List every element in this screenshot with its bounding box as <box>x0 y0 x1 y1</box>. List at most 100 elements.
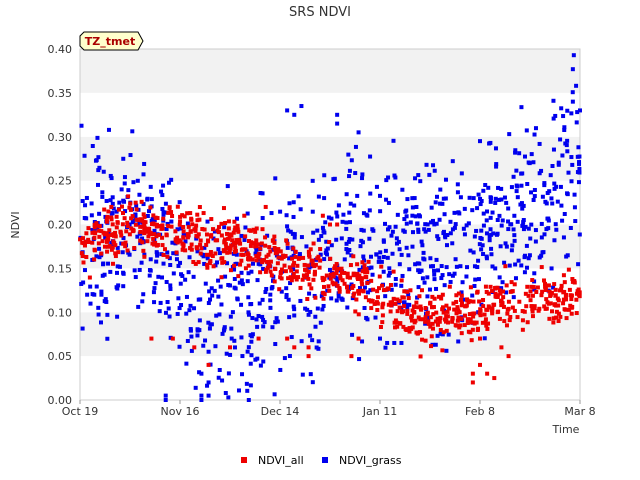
point-ndvi-all <box>438 316 443 321</box>
point-ndvi-grass <box>528 236 533 241</box>
point-ndvi-grass <box>402 217 407 222</box>
point-ndvi-grass <box>307 291 312 296</box>
point-ndvi-all <box>303 267 308 272</box>
point-ndvi-grass <box>474 228 479 233</box>
point-ndvi-all <box>552 282 557 287</box>
y-tick-label: 0.20 <box>48 219 73 232</box>
point-ndvi-all <box>269 273 274 278</box>
point-ndvi-all <box>235 227 240 232</box>
point-ndvi-all <box>288 275 293 280</box>
point-ndvi-all <box>439 296 444 301</box>
point-ndvi-grass <box>322 196 327 201</box>
point-ndvi-grass <box>194 236 199 241</box>
point-ndvi-all <box>194 246 199 251</box>
point-ndvi-grass <box>239 233 244 238</box>
point-ndvi-all <box>562 289 567 294</box>
point-ndvi-all <box>483 284 488 289</box>
point-ndvi-all <box>377 274 382 279</box>
point-ndvi-grass <box>179 303 184 308</box>
point-ndvi-grass <box>443 196 448 201</box>
point-ndvi-all <box>267 245 272 250</box>
point-ndvi-all <box>411 310 416 315</box>
point-ndvi-grass <box>379 259 384 264</box>
point-ndvi-grass <box>397 247 402 252</box>
point-ndvi-grass <box>552 181 557 186</box>
point-ndvi-grass <box>105 312 110 317</box>
point-ndvi-all <box>501 289 506 294</box>
point-ndvi-all <box>372 301 377 306</box>
point-ndvi-grass <box>485 209 490 214</box>
point-ndvi-all <box>525 320 530 325</box>
point-ndvi-grass <box>400 273 405 278</box>
point-ndvi-all <box>490 289 495 294</box>
point-ndvi-grass <box>504 244 509 249</box>
point-ndvi-grass <box>497 197 502 202</box>
point-ndvi-grass <box>361 211 366 216</box>
point-ndvi-grass <box>425 222 430 227</box>
point-ndvi-grass <box>347 210 352 215</box>
point-ndvi-grass <box>310 178 315 183</box>
point-ndvi-all <box>395 297 400 302</box>
point-ndvi-all <box>154 222 159 227</box>
point-ndvi-all <box>239 252 244 257</box>
point-ndvi-all <box>331 271 336 276</box>
point-ndvi-grass <box>245 349 250 354</box>
point-ndvi-grass <box>307 265 312 270</box>
point-ndvi-all <box>547 289 552 294</box>
point-ndvi-grass <box>552 238 557 243</box>
point-ndvi-grass <box>493 196 498 201</box>
point-ndvi-all <box>173 237 178 242</box>
point-ndvi-grass <box>101 262 106 267</box>
point-ndvi-grass <box>376 259 381 264</box>
point-ndvi-all <box>418 330 423 335</box>
point-ndvi-all <box>311 241 316 246</box>
point-ndvi-grass <box>236 388 241 393</box>
point-ndvi-all <box>340 278 345 283</box>
point-ndvi-grass <box>275 319 280 324</box>
point-ndvi-grass <box>274 253 279 258</box>
point-ndvi-grass <box>230 310 235 315</box>
point-ndvi-all <box>362 263 367 268</box>
point-ndvi-all <box>569 311 574 316</box>
point-ndvi-all <box>459 293 464 298</box>
point-ndvi-grass <box>126 188 131 193</box>
point-ndvi-all <box>181 235 186 240</box>
point-ndvi-grass <box>383 294 388 299</box>
point-ndvi-grass <box>297 252 302 257</box>
point-ndvi-grass <box>234 252 239 257</box>
point-ndvi-grass <box>217 251 222 256</box>
point-ndvi-grass <box>390 229 395 234</box>
point-ndvi-grass <box>340 219 345 224</box>
point-ndvi-all <box>563 293 568 298</box>
point-ndvi-all <box>110 261 115 266</box>
point-ndvi-grass <box>507 132 512 137</box>
point-ndvi-all <box>528 298 533 303</box>
point-ndvi-all <box>90 240 95 245</box>
point-ndvi-all <box>510 289 515 294</box>
point-ndvi-grass <box>96 305 101 310</box>
point-ndvi-all <box>186 224 191 229</box>
point-ndvi-grass <box>519 105 524 110</box>
point-ndvi-all <box>469 338 474 343</box>
point-ndvi-all <box>313 295 318 300</box>
point-ndvi-grass <box>273 176 278 181</box>
point-ndvi-grass <box>243 225 248 230</box>
point-ndvi-all <box>487 305 492 310</box>
point-ndvi-all <box>542 281 547 286</box>
point-ndvi-grass <box>495 231 500 236</box>
point-ndvi-all <box>124 229 129 234</box>
point-ndvi-all <box>166 210 171 215</box>
point-ndvi-grass <box>122 175 127 180</box>
point-ndvi-grass <box>104 198 109 203</box>
point-ndvi-grass <box>173 241 178 246</box>
point-ndvi-grass <box>511 295 516 300</box>
point-ndvi-grass <box>261 359 266 364</box>
point-ndvi-grass <box>479 247 484 252</box>
point-ndvi-all <box>146 234 151 239</box>
point-ndvi-all <box>133 200 138 205</box>
point-ndvi-all <box>419 288 424 293</box>
y-tick-label: 0.05 <box>48 350 73 363</box>
point-ndvi-all <box>225 231 230 236</box>
point-ndvi-grass <box>556 162 561 167</box>
point-ndvi-grass <box>410 196 415 201</box>
